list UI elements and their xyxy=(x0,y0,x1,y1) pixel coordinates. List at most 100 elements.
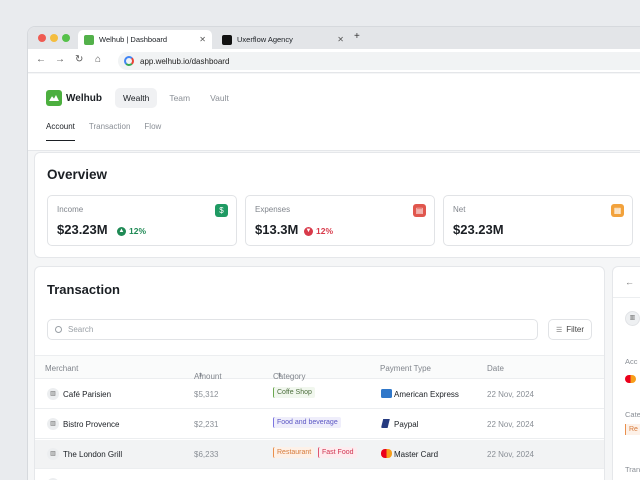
welhub-logo-icon xyxy=(46,90,62,106)
table-row[interactable]: ▥ Café Parisien $5,312 Coffe Shop Americ… xyxy=(35,380,604,409)
table-row[interactable]: ▥ xyxy=(35,470,604,480)
stat-label: Income xyxy=(57,205,84,214)
arrow-down-icon: ▼ xyxy=(304,226,313,236)
document-icon: ▦ xyxy=(611,204,624,217)
close-window-button[interactable] xyxy=(38,34,46,42)
merchant-name: Bistro Provence xyxy=(63,420,120,429)
filter-button[interactable]: ☰ Filter xyxy=(548,319,592,340)
category-label: Cate xyxy=(625,410,640,419)
change-badge: ▼ 12% xyxy=(304,226,333,236)
search-input[interactable]: Search xyxy=(47,319,538,340)
close-tab-icon[interactable]: ✕ xyxy=(199,35,206,44)
sort-icon[interactable]: ⬍ xyxy=(277,373,283,379)
category-tag: Restaurant xyxy=(273,447,315,458)
column-date: Date xyxy=(487,364,504,373)
merchant-name: Café Parisien xyxy=(63,390,112,399)
tab-title: Uxerflow Agency xyxy=(237,35,293,44)
nav-wealth[interactable]: Wealth xyxy=(115,88,158,108)
change-value: 12% xyxy=(316,226,334,236)
home-icon[interactable]: ⌂ xyxy=(95,54,102,65)
payment-type: Paypal xyxy=(394,420,419,429)
store-icon: ▥ xyxy=(625,311,640,326)
table-row[interactable]: ▥ Bistro Provence $2,231 Food and bevera… xyxy=(35,410,604,439)
overview-card: Overview Income $ $23.23M ▲ 12% Expenses… xyxy=(34,152,640,258)
stat-label: Net xyxy=(453,205,466,214)
mastercard-icon xyxy=(625,375,636,383)
nav-vault[interactable]: Vault xyxy=(210,93,229,103)
store-icon: ▥ xyxy=(47,418,59,430)
stat-value: $23.23M xyxy=(453,222,504,237)
reload-icon[interactable]: ↻ xyxy=(75,54,84,65)
category-tag: Coffe Shop xyxy=(273,387,315,398)
payment-type: Master Card xyxy=(394,450,439,459)
merchant-name: The London Grill xyxy=(63,450,123,459)
minimize-window-button[interactable] xyxy=(50,34,58,42)
tab-title: Welhub | Dashboard xyxy=(99,35,168,44)
store-icon: ▥ xyxy=(47,478,59,480)
back-arrow-icon[interactable]: ← xyxy=(36,54,46,65)
category-tag: Food and beverage xyxy=(273,417,341,428)
maximize-window-button[interactable] xyxy=(62,34,70,42)
google-icon xyxy=(124,56,134,66)
dollar-icon: $ xyxy=(215,204,228,217)
filter-icon: ☰ xyxy=(555,326,563,334)
category-tag: Re xyxy=(625,424,640,435)
tab-transaction[interactable]: Transaction xyxy=(88,122,131,131)
search-icon xyxy=(55,326,62,333)
category-tag: Fast Food xyxy=(318,447,357,458)
stat-value: $23.23M xyxy=(57,222,108,237)
forward-arrow-icon[interactable]: → xyxy=(55,54,65,65)
address-bar: ← → ↻ ⌂ app.welhub.io/dashboard xyxy=(28,49,640,73)
stat-label: Expenses xyxy=(255,205,291,214)
brand-logo[interactable]: Welhub xyxy=(46,90,102,106)
table-header: Merchant Amount ⬍ Category ⬍ Payment Type … xyxy=(35,355,604,381)
change-value: 12% xyxy=(129,226,147,236)
amex-icon xyxy=(381,389,392,398)
date: 22 Nov, 2024 xyxy=(487,420,534,429)
divider xyxy=(613,297,640,298)
paypal-icon xyxy=(381,419,390,428)
column-merchant: Merchant xyxy=(45,364,79,373)
mastercard-icon xyxy=(381,449,392,458)
filter-label: Filter xyxy=(566,325,585,334)
date: 22 Nov, 2024 xyxy=(487,450,534,459)
expenses-stat-card[interactable]: Expenses ▤ $13.3M ▼ 12% xyxy=(245,195,435,246)
nav-team[interactable]: Team xyxy=(169,93,191,103)
back-arrow-icon[interactable]: ← xyxy=(625,277,634,287)
receipt-icon: ▤ xyxy=(413,204,426,217)
store-icon: ▥ xyxy=(47,388,59,400)
account-label: Acc xyxy=(625,357,638,366)
overview-title: Overview xyxy=(47,167,108,182)
amount: $2,231 xyxy=(194,420,219,429)
browser-tab-uxerflow[interactable]: Uxerflow Agency ✕ xyxy=(216,30,350,49)
transaction-title: Transaction xyxy=(47,282,120,297)
top-navigation: Wealth Team Vault xyxy=(115,88,237,108)
income-stat-card[interactable]: Income $ $23.23M ▲ 12% xyxy=(47,195,237,246)
tab-account[interactable]: Account xyxy=(46,122,75,141)
brand-name: Welhub xyxy=(66,92,102,104)
tab-bar: Welhub | Dashboard ✕ Uxerflow Agency ✕ + xyxy=(28,27,640,49)
column-label: Category xyxy=(273,372,306,381)
transaction-label: Tran xyxy=(625,465,640,474)
browser-tab-welhub[interactable]: Welhub | Dashboard ✕ xyxy=(78,30,212,49)
sort-icon[interactable]: ⬍ xyxy=(198,373,204,379)
app-header: Welhub Wealth Team Vault Account Transac… xyxy=(28,74,640,151)
welhub-favicon-icon xyxy=(84,34,94,45)
new-tab-icon[interactable]: + xyxy=(354,31,360,42)
amount: $5,312 xyxy=(194,390,219,399)
sub-navigation: Account Transaction Flow xyxy=(46,122,161,141)
change-badge: ▲ 12% xyxy=(117,226,146,236)
stat-value: $13.3M xyxy=(255,222,299,237)
browser-window: Welhub | Dashboard ✕ Uxerflow Agency ✕ +… xyxy=(27,26,640,480)
table-row[interactable]: ▥ The London Grill $6,233 Restaurant Fas… xyxy=(35,440,604,469)
payment-type: American Express xyxy=(394,390,459,399)
search-placeholder: Search xyxy=(68,325,94,334)
store-icon: ▥ xyxy=(47,448,59,460)
net-stat-card[interactable]: Net ▦ $23.23M xyxy=(443,195,633,246)
transaction-detail-panel: ← ▥ Acc Cate Re Tran xyxy=(612,266,640,480)
close-tab-icon[interactable]: ✕ xyxy=(337,35,344,44)
url-field[interactable]: app.welhub.io/dashboard xyxy=(118,52,640,70)
tab-flow[interactable]: Flow xyxy=(144,122,162,131)
column-label: Amount xyxy=(194,372,222,381)
transaction-card: Transaction Search ☰ Filter Merchant Amo… xyxy=(34,266,605,480)
